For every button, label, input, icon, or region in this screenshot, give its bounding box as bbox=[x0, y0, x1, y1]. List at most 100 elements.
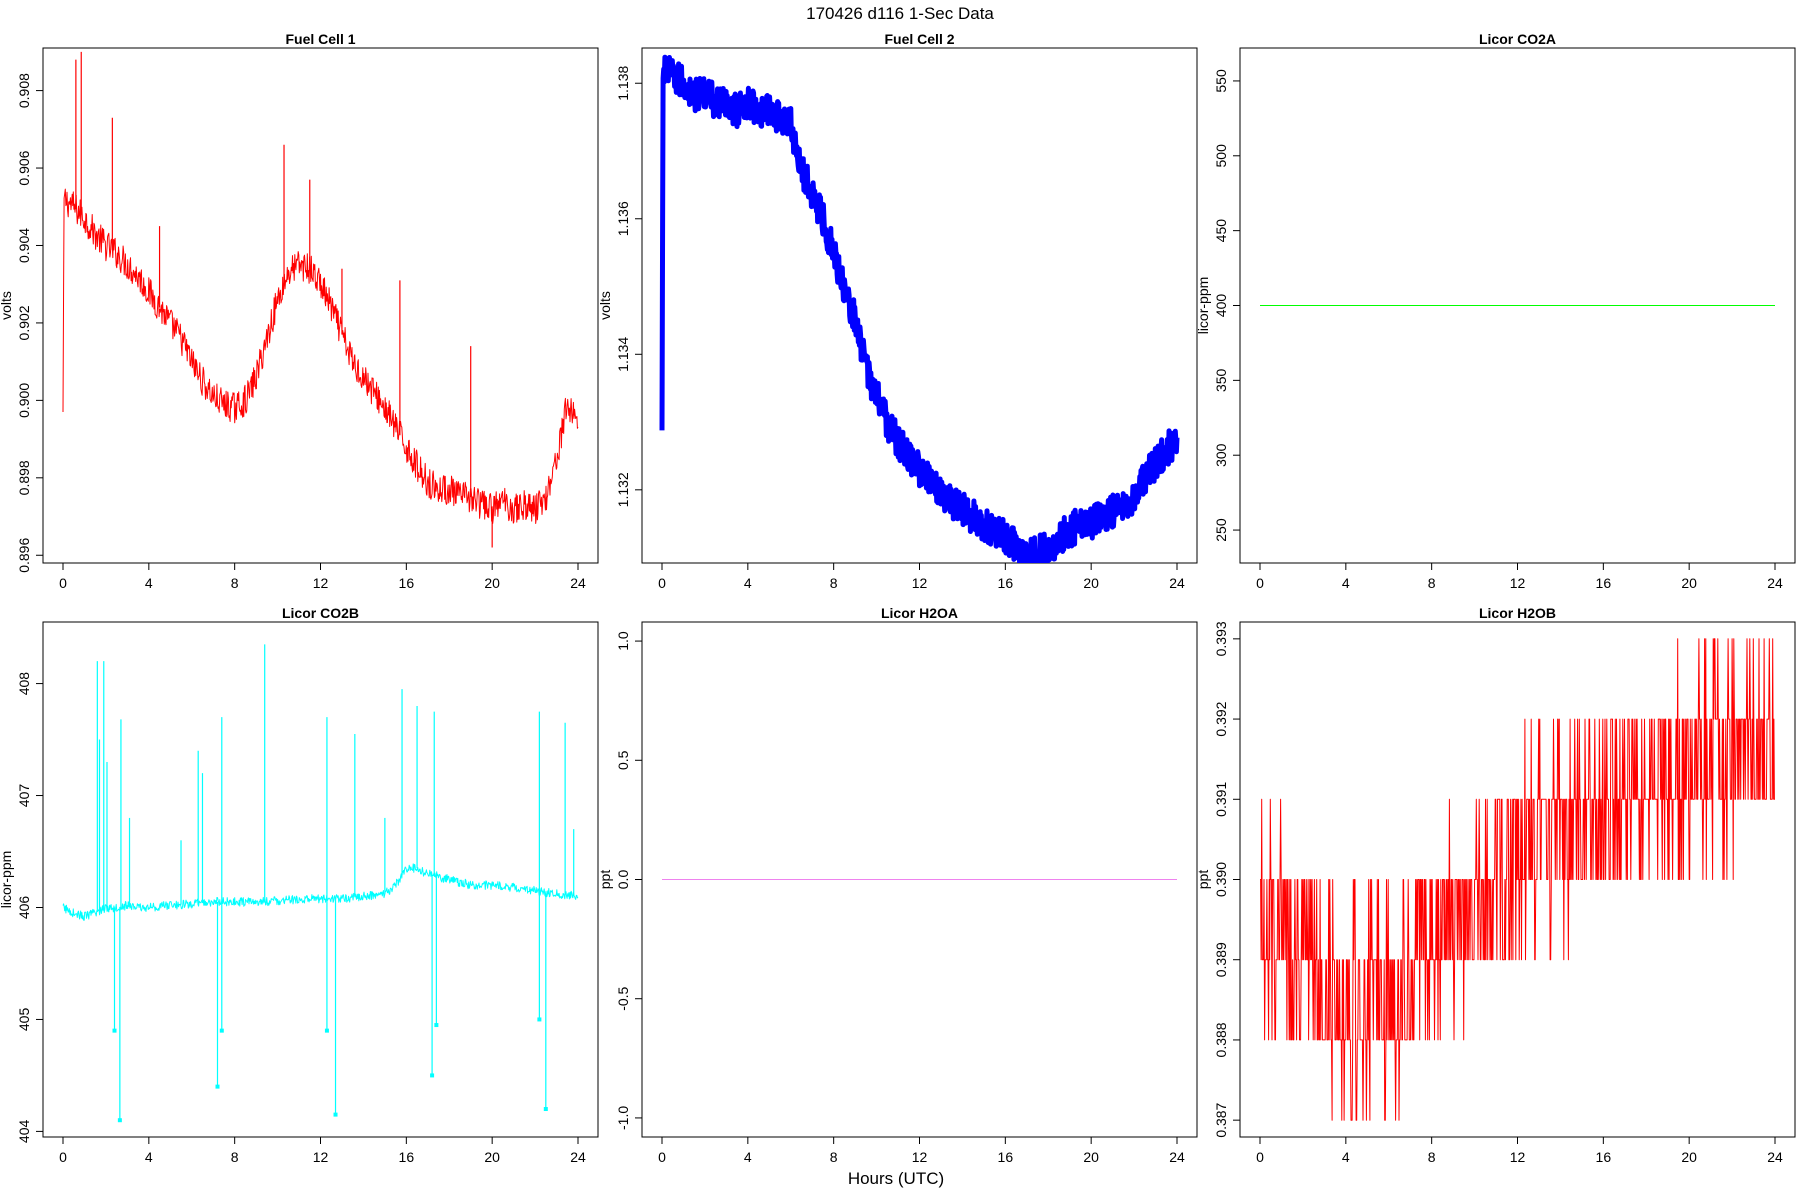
series-dip-point bbox=[219, 1028, 224, 1033]
panel-title: Licor CO2A bbox=[1479, 31, 1556, 47]
y-axis-label: volts bbox=[597, 291, 613, 320]
x-tick-label: 16 bbox=[399, 1149, 415, 1165]
y-tick-label: 0.0 bbox=[615, 870, 631, 890]
panel-title: Licor H2OA bbox=[881, 605, 958, 621]
y-tick-label: 0.390 bbox=[1213, 862, 1229, 897]
x-axis-title: Hours (UTC) bbox=[848, 1169, 944, 1188]
y-tick-label: 0.900 bbox=[16, 383, 32, 418]
panel-1: Fuel Cell 1 0 4 8 12 16 20 24 0.896 0.898 0.900 0.9… bbox=[0, 31, 599, 591]
panel-4: Licor CO2B 0 4 8 12 16 20 24 404 405 406 407 408 lico… bbox=[0, 605, 599, 1165]
x-tick-label: 20 bbox=[484, 1149, 500, 1165]
x-tick-label: 20 bbox=[1681, 575, 1697, 591]
x-tick-label: 16 bbox=[1596, 1149, 1612, 1165]
x-tick-label: 12 bbox=[1510, 575, 1526, 591]
x-tick-label: 24 bbox=[1169, 1149, 1185, 1165]
y-tick-label: 0.5 bbox=[615, 750, 631, 770]
y-tick-label: 1.134 bbox=[615, 337, 631, 372]
series-dip-point bbox=[537, 1017, 542, 1022]
y-tick-label: -0.5 bbox=[615, 986, 631, 1010]
y-tick-label: -1.0 bbox=[615, 1106, 631, 1130]
series-dip-point bbox=[434, 1023, 439, 1028]
y-tick-label: 300 bbox=[1213, 443, 1229, 467]
x-tick-label: 20 bbox=[484, 575, 500, 591]
y-tick-label: 450 bbox=[1213, 219, 1229, 243]
x-tick-label: 8 bbox=[830, 575, 838, 591]
x-tick-label: 16 bbox=[1596, 575, 1612, 591]
series-line bbox=[1260, 638, 1775, 1121]
y-tick-label: 0.896 bbox=[16, 538, 32, 573]
x-tick-label: 0 bbox=[658, 575, 666, 591]
y-tick-label: 500 bbox=[1213, 144, 1229, 168]
x-tick-label: 4 bbox=[1342, 1149, 1350, 1165]
x-tick-label: 12 bbox=[313, 1149, 329, 1165]
y-axis-label: ppt bbox=[1195, 870, 1211, 890]
x-tick-label: 8 bbox=[231, 1149, 239, 1165]
y-axis-label: licor-ppm bbox=[1195, 277, 1211, 335]
y-tick-label: 404 bbox=[16, 1120, 32, 1144]
y-tick-label: 405 bbox=[16, 1008, 32, 1032]
x-tick-label: 12 bbox=[912, 1149, 928, 1165]
panel-6: Licor H2OB 0 4 8 12 16 20 24 0.387 0.388 0.389 0.39… bbox=[1195, 605, 1796, 1165]
series-dip-point bbox=[112, 1028, 117, 1033]
y-tick-label: 0.391 bbox=[1213, 782, 1229, 817]
y-axis-label: ppt bbox=[597, 870, 613, 890]
x-tick-label: 24 bbox=[570, 575, 586, 591]
x-tick-label: 24 bbox=[1767, 1149, 1783, 1165]
panel-title: Licor CO2B bbox=[282, 605, 359, 621]
x-tick-label: 20 bbox=[1083, 575, 1099, 591]
y-tick-label: 0.904 bbox=[16, 228, 32, 263]
y-tick-label: 0.392 bbox=[1213, 701, 1229, 736]
x-tick-label: 24 bbox=[1169, 575, 1185, 591]
y-tick-label: 0.908 bbox=[16, 73, 32, 108]
y-tick-label: 250 bbox=[1213, 518, 1229, 542]
x-tick-label: 16 bbox=[998, 1149, 1014, 1165]
panels-group: Fuel Cell 1 0 4 8 12 16 20 24 0.896 0.898 0.900 0.9… bbox=[0, 31, 1796, 1165]
series-dip-point bbox=[333, 1112, 338, 1117]
x-tick-label: 4 bbox=[744, 575, 752, 591]
series-dip-point bbox=[430, 1073, 435, 1078]
x-tick-label: 0 bbox=[1256, 575, 1264, 591]
series-dip-point bbox=[324, 1028, 329, 1033]
y-tick-label: 1.132 bbox=[615, 472, 631, 507]
plot-frame bbox=[42, 47, 599, 564]
y-tick-label: 0.393 bbox=[1213, 621, 1229, 656]
series-dip-point bbox=[215, 1084, 220, 1089]
plot-frame bbox=[1239, 621, 1796, 1138]
x-tick-label: 8 bbox=[231, 575, 239, 591]
x-tick-label: 20 bbox=[1681, 1149, 1697, 1165]
y-axis-label: licor-ppm bbox=[0, 851, 14, 909]
y-tick-label: 407 bbox=[16, 784, 32, 808]
y-tick-label: 0.902 bbox=[16, 305, 32, 340]
x-tick-label: 20 bbox=[1083, 1149, 1099, 1165]
panel-title: Licor H2OB bbox=[1479, 605, 1556, 621]
y-tick-label: 1.136 bbox=[615, 201, 631, 236]
y-tick-label: 0.898 bbox=[16, 460, 32, 495]
x-tick-label: 4 bbox=[1342, 575, 1350, 591]
x-tick-label: 0 bbox=[59, 575, 67, 591]
y-tick-label: 406 bbox=[16, 896, 32, 920]
panel-2: Fuel Cell 2 0 4 8 12 16 20 24 1.132 1.134 1.136 1.1… bbox=[597, 31, 1198, 591]
y-tick-label: 1.138 bbox=[615, 66, 631, 101]
x-tick-label: 4 bbox=[744, 1149, 752, 1165]
x-tick-label: 12 bbox=[912, 575, 928, 591]
y-tick-label: 0.906 bbox=[16, 150, 32, 185]
x-tick-label: 0 bbox=[658, 1149, 666, 1165]
y-tick-label: 350 bbox=[1213, 368, 1229, 392]
panel-title: Fuel Cell 1 bbox=[285, 31, 355, 47]
y-axis-label: volts bbox=[0, 291, 14, 320]
series-line bbox=[62, 188, 579, 524]
x-tick-label: 24 bbox=[1767, 575, 1783, 591]
y-tick-label: 550 bbox=[1213, 69, 1229, 93]
y-tick-label: 408 bbox=[16, 672, 32, 696]
x-tick-label: 8 bbox=[1428, 575, 1436, 591]
x-tick-label: 12 bbox=[1510, 1149, 1526, 1165]
series-line bbox=[659, 54, 1180, 563]
y-tick-label: 400 bbox=[1213, 294, 1229, 318]
series-line bbox=[62, 863, 579, 921]
y-tick-label: 0.387 bbox=[1213, 1102, 1229, 1137]
x-tick-label: 0 bbox=[1256, 1149, 1264, 1165]
y-tick-label: 1.0 bbox=[615, 631, 631, 651]
x-tick-label: 4 bbox=[145, 575, 153, 591]
figure-title: 170426 d116 1-Sec Data bbox=[806, 4, 994, 23]
